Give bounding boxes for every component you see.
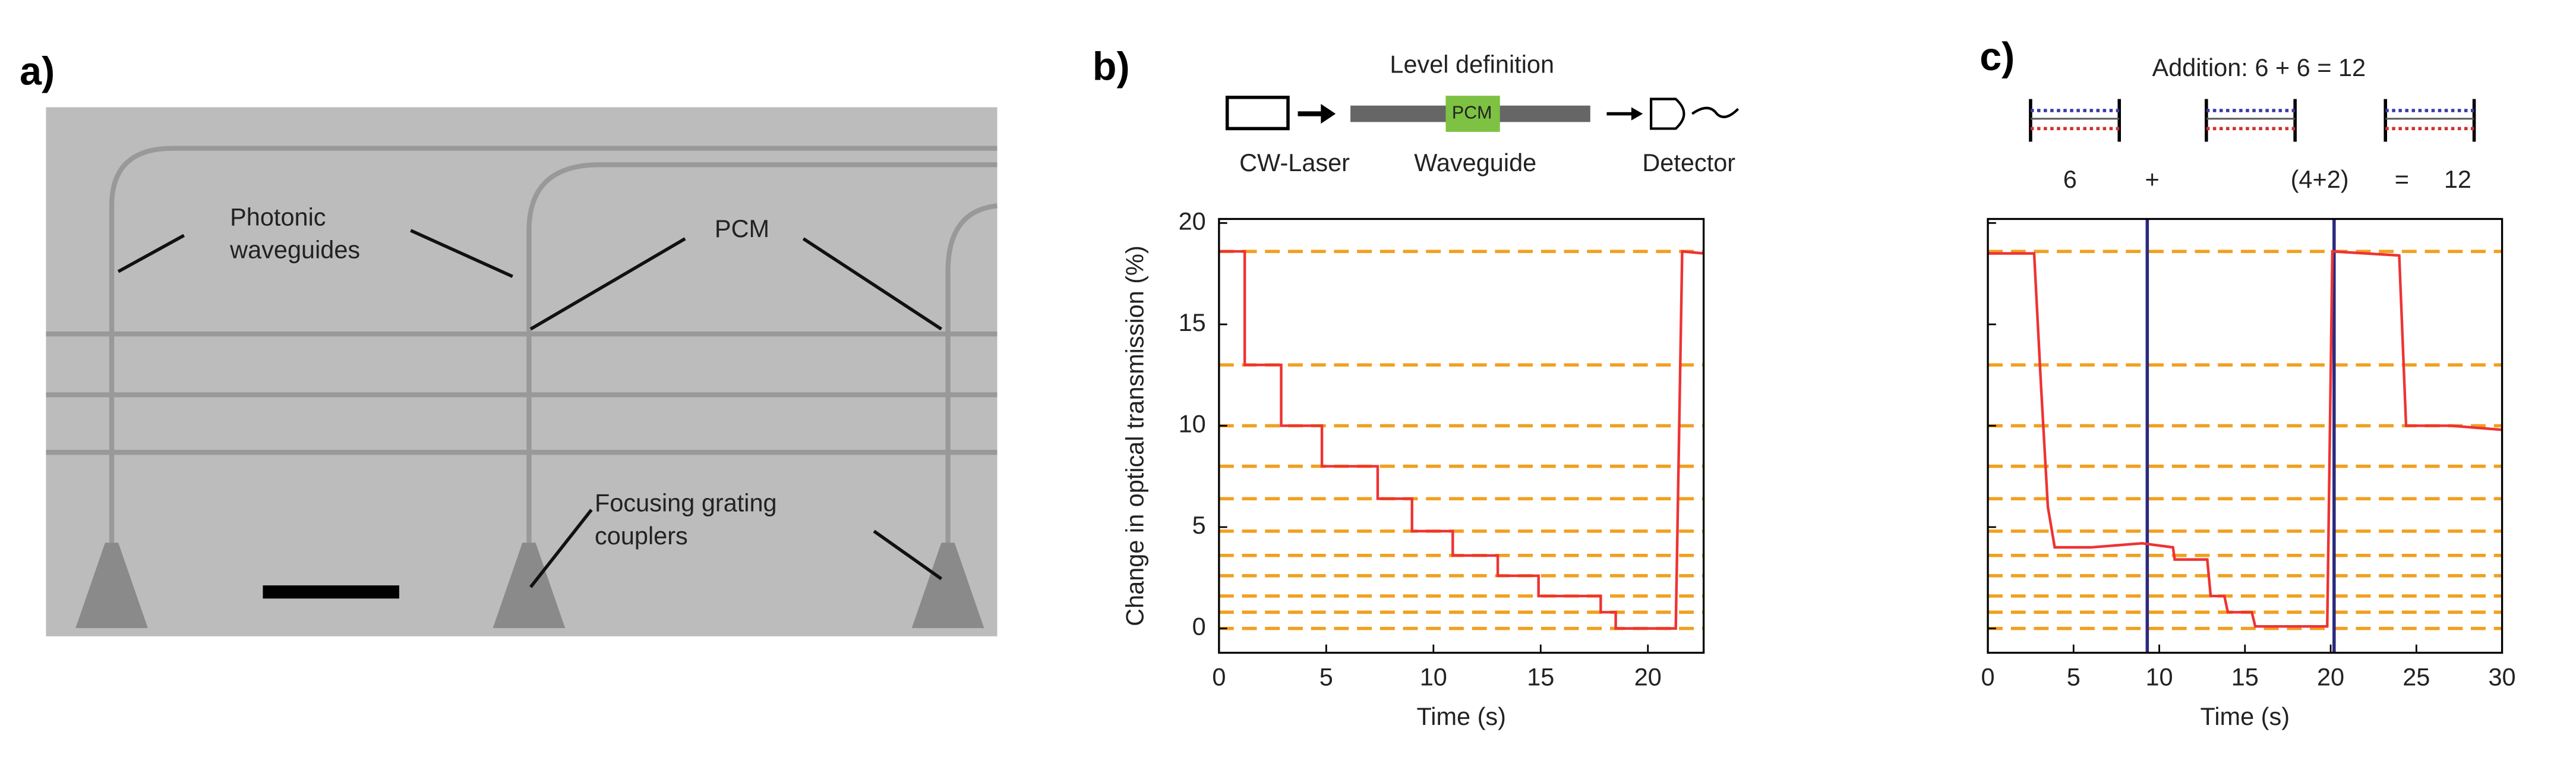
- x-tick-label: 25: [2403, 663, 2430, 691]
- x-tick-label: 20: [2317, 663, 2344, 691]
- y-tick-label: 15: [1179, 308, 1206, 336]
- annotation: Photonic: [230, 203, 326, 231]
- x-tick-label: 20: [1634, 663, 1662, 691]
- annotation: PCM: [715, 215, 769, 242]
- data-line: [1218, 250, 1704, 630]
- y-tick-label: 5: [1192, 511, 1206, 539]
- term: =: [2395, 165, 2409, 193]
- term: 6: [2063, 165, 2077, 193]
- plot-frame: [1987, 217, 2504, 654]
- micrograph: Photonic waveguides PCM Focusing grating…: [46, 107, 997, 636]
- x-tick-label: 10: [1420, 663, 1447, 691]
- x-tick-label: 10: [2145, 663, 2173, 691]
- panel-label: a): [20, 50, 55, 94]
- panel-label: b): [1093, 45, 1130, 89]
- term: (4+2): [2291, 165, 2349, 193]
- term: 12: [2444, 165, 2471, 193]
- schematic-label: Detector: [1642, 149, 1735, 176]
- pcm-label: PCM: [1452, 103, 1492, 123]
- schematic-label: Waveguide: [1414, 149, 1536, 176]
- y-axis-label: Change in optical transmission (%): [1121, 245, 1149, 626]
- plot-frame: [1218, 217, 1705, 654]
- x-axis-label: Time (s): [1416, 702, 1506, 730]
- term: +: [2145, 165, 2159, 193]
- panel-label: c): [1980, 35, 2015, 79]
- x-tick-label: 15: [2231, 663, 2259, 691]
- x-tick-label: 15: [1527, 663, 1554, 691]
- y-tick-label: 20: [1179, 207, 1206, 235]
- x-tick-label: 5: [2067, 663, 2081, 691]
- x-tick-label: 5: [1319, 663, 1333, 691]
- schematic-c: Addition: 6 + 6 = 12 6 + (4+2) = 12: [2029, 53, 2476, 193]
- y-tick-label: 10: [1179, 409, 1206, 437]
- data-line: [1988, 250, 2502, 628]
- x-tick-label: 0: [1212, 663, 1226, 691]
- schematic-title: Addition: 6 + 6 = 12: [2152, 53, 2366, 81]
- y-tick-label: 0: [1192, 613, 1206, 641]
- annotation: Focusing grating: [595, 489, 777, 517]
- annotation: couplers: [595, 522, 688, 550]
- x-tick-label: 0: [1981, 663, 1994, 691]
- annotation: waveguides: [229, 236, 360, 264]
- x-tick-label: 30: [2488, 663, 2515, 691]
- schematic-b: Level definition PCM CW-Laser Waveguide …: [1225, 50, 1740, 176]
- x-axis-label: Time (s): [2201, 702, 2290, 730]
- schematic-label: CW-Laser: [1239, 149, 1350, 176]
- schematic-title: Level definition: [1390, 50, 1554, 78]
